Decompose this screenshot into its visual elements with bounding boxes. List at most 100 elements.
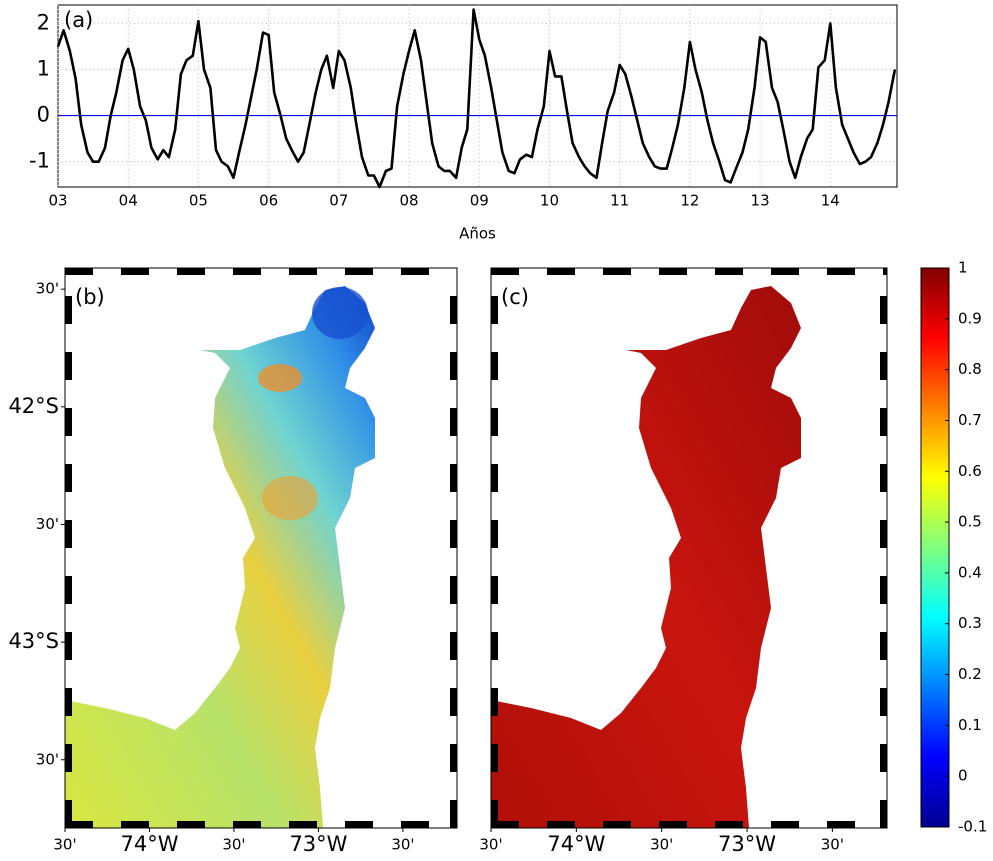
- frame-segment: [880, 408, 887, 436]
- colorbar-tick-label: 0.5: [958, 513, 982, 531]
- frame-segment: [827, 268, 855, 275]
- x-tick-label: 30': [391, 836, 414, 854]
- map-field: [65, 286, 375, 828]
- frame-segment: [659, 821, 687, 828]
- frame-segment: [880, 632, 887, 660]
- y-tick-label: 30': [36, 280, 59, 298]
- frame-segment: [65, 408, 72, 436]
- y-tick-label: 43°S: [8, 629, 59, 653]
- y-tick-label: -1: [29, 149, 50, 173]
- colorbar-tick-label: 1: [958, 259, 968, 277]
- y-tick-label: 30': [36, 515, 59, 533]
- x-tick-label: 10: [540, 192, 559, 210]
- frame-segment: [880, 352, 887, 380]
- frame-segment: [491, 352, 498, 380]
- frame-segment: [65, 352, 72, 380]
- frame-segment: [233, 268, 261, 275]
- x-tick-label: 04: [119, 192, 138, 210]
- x-axis-label: Años: [459, 225, 496, 243]
- frame-segment: [491, 296, 498, 324]
- panel-label: (a): [64, 8, 93, 32]
- colorbar-tick-label: 0.7: [958, 411, 982, 429]
- frame-segment: [65, 744, 72, 772]
- colorbar-tick-label: 0.8: [958, 360, 982, 378]
- frame-segment: [345, 268, 373, 275]
- y-tick-label: 0: [37, 103, 50, 127]
- x-tick-label: 13: [751, 192, 770, 210]
- x-tick-label: 74°W: [547, 832, 605, 856]
- x-tick-label: 03: [48, 192, 67, 210]
- x-tick-label: 30': [479, 836, 502, 854]
- frame-segment: [65, 821, 93, 828]
- frame-segment: [880, 296, 887, 324]
- frame-segment: [450, 296, 457, 324]
- x-tick-label: 09: [470, 192, 489, 210]
- x-tick-label: 30': [53, 836, 76, 854]
- map-field: [491, 286, 801, 828]
- frame-segment: [771, 821, 799, 828]
- frame-segment: [880, 464, 887, 492]
- frame-segment: [659, 268, 687, 275]
- panel-label: (b): [75, 285, 105, 309]
- frame-segment: [491, 576, 498, 604]
- colorbar-tick-label: 0.9: [958, 309, 982, 327]
- frame-segment: [450, 352, 457, 380]
- frame-segment: [547, 821, 575, 828]
- frame-segment: [450, 576, 457, 604]
- frame-segment: [491, 688, 498, 716]
- colorbar-tick-label: 0: [958, 767, 968, 785]
- frame-segment: [289, 268, 317, 275]
- colorbar-tick-label: 0.6: [958, 462, 982, 480]
- x-tick-label: 14: [821, 192, 840, 210]
- frame-segment: [880, 800, 887, 828]
- frame-segment: [491, 520, 498, 548]
- frame-segment: [450, 800, 457, 828]
- frame-segment: [121, 268, 149, 275]
- colorbar: [920, 267, 950, 828]
- y-tick-label: 42°S: [8, 394, 59, 418]
- frame-segment: [65, 632, 72, 660]
- frame-segment: [603, 821, 631, 828]
- frame-segment: [491, 821, 519, 828]
- colorbar-tick-label: 0.4: [958, 563, 982, 581]
- frame-segment: [450, 688, 457, 716]
- frame-segment: [65, 800, 72, 828]
- frame-segment: [771, 268, 799, 275]
- x-tick-label: 08: [399, 192, 418, 210]
- frame-segment: [880, 688, 887, 716]
- data-line: [56, 8, 897, 189]
- x-tick-label: 30': [650, 836, 673, 854]
- frame-segment: [65, 520, 72, 548]
- frame-segment: [65, 268, 93, 275]
- panel-label: (c): [501, 285, 529, 309]
- colorbar-tick-label: -0.1: [958, 818, 987, 836]
- x-tick-label: 07: [329, 192, 348, 210]
- x-tick-label: 12: [680, 192, 699, 210]
- x-tick-label: 74°W: [120, 832, 178, 856]
- y-tick-label: 1: [37, 57, 50, 81]
- x-tick-label: 06: [259, 192, 278, 210]
- frame-segment: [65, 576, 72, 604]
- frame-segment: [491, 268, 519, 275]
- y-tick-label: 2: [37, 10, 50, 34]
- x-tick-label: 11: [610, 192, 629, 210]
- frame-segment: [491, 408, 498, 436]
- x-tick-label: 73°W: [718, 832, 776, 856]
- frame-segment: [345, 821, 373, 828]
- frame-segment: [233, 821, 261, 828]
- frame-segment: [883, 268, 887, 275]
- frame-segment: [177, 268, 205, 275]
- colorbar-tick-label: 0.3: [958, 614, 982, 632]
- frame-segment: [450, 464, 457, 492]
- frame-segment: [65, 296, 72, 324]
- frame-segment: [491, 744, 498, 772]
- y-tick-label: 30': [36, 750, 59, 768]
- frame-segment: [65, 464, 72, 492]
- x-tick-label: 30': [821, 836, 844, 854]
- frame-segment: [491, 800, 498, 828]
- frame-segment: [450, 632, 457, 660]
- frame-segment: [401, 268, 429, 275]
- frame-segment: [289, 821, 317, 828]
